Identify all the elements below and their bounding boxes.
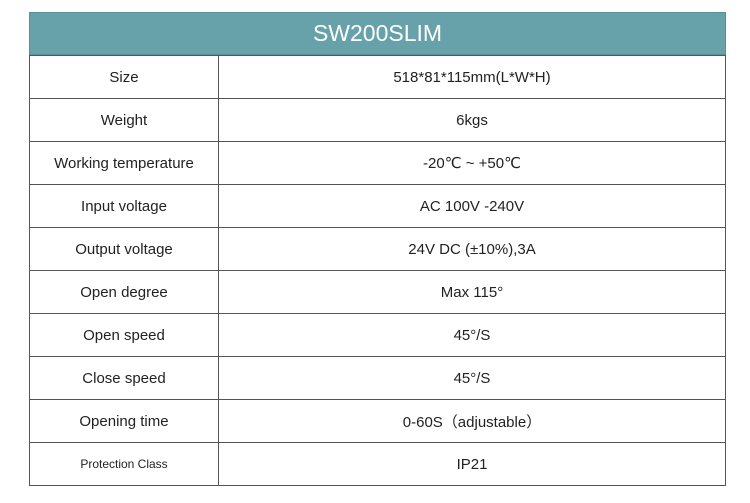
spec-label: Working temperature <box>29 141 219 185</box>
spec-value: 6kgs <box>218 98 726 142</box>
table-row: Open speed 45°/S <box>29 313 726 357</box>
table-row: Close speed 45°/S <box>29 356 726 400</box>
spec-label: Weight <box>29 98 219 142</box>
table-title: SW200SLIM <box>29 12 726 55</box>
table-row: Open degree Max 115° <box>29 270 726 314</box>
spec-label: Close speed <box>29 356 219 400</box>
spec-label: Input voltage <box>29 184 219 228</box>
spec-label: Output voltage <box>29 227 219 271</box>
table-row: Size 518*81*115mm(L*W*H) <box>29 55 726 99</box>
table-row: Working temperature -20℃ ~ +50℃ <box>29 141 726 185</box>
table-body: Size 518*81*115mm(L*W*H) Weight 6kgs Working… <box>29 55 726 486</box>
spec-label: Open degree <box>29 270 219 314</box>
spec-table: Size 518*81*115mm(L*W*H) Weight 6kgs Working… <box>29 55 726 486</box>
table-row: Output voltage 24V DC (±10%),3A <box>29 227 726 271</box>
spec-label: Protection Class <box>29 442 219 486</box>
spec-label: Opening time <box>29 399 219 443</box>
spec-value: IP21 <box>218 442 726 486</box>
spec-value: AC 100V -240V <box>218 184 726 228</box>
spec-value: -20℃ ~ +50℃ <box>218 141 726 185</box>
table-row: Weight 6kgs <box>29 98 726 142</box>
table-row: Input voltage AC 100V -240V <box>29 184 726 228</box>
table-row: Opening time 0-60S（adjustable） <box>29 399 726 443</box>
spec-value: 0-60S（adjustable） <box>218 399 726 443</box>
spec-sheet: SW200SLIM Size 518*81*115mm(L*W*H) Weight 6… <box>29 12 726 486</box>
spec-value: Max 115° <box>218 270 726 314</box>
spec-value: 24V DC (±10%),3A <box>218 227 726 271</box>
spec-value: 518*81*115mm(L*W*H) <box>218 55 726 99</box>
spec-label: Size <box>29 55 219 99</box>
spec-value: 45°/S <box>218 313 726 357</box>
spec-label: Open speed <box>29 313 219 357</box>
spec-value: 45°/S <box>218 356 726 400</box>
table-row: Protection Class IP21 <box>29 442 726 486</box>
